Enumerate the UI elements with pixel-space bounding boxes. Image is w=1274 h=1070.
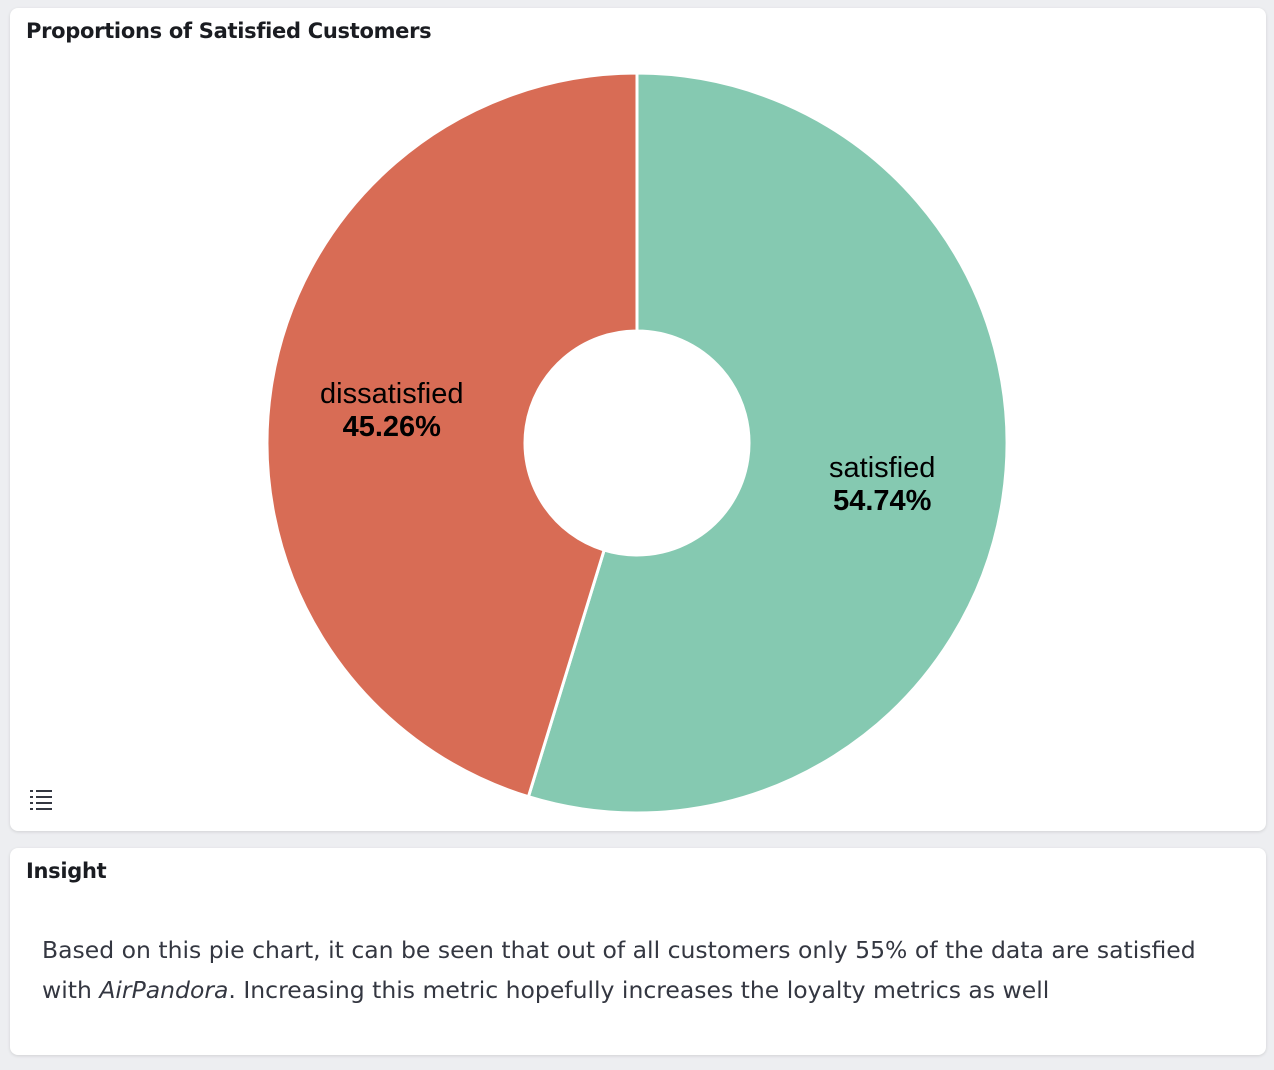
insight-text-before: Based on this pie chart, it can be seen … xyxy=(42,936,1196,1004)
insight-panel: Insight Based on this pie chart, it can … xyxy=(10,848,1266,1055)
chart-panel: satisfied 54.74% dissatisfied 45.26% Propor… xyxy=(10,8,1266,831)
list-icon xyxy=(30,790,52,810)
slice-label-dissatisfied: dissatisfied xyxy=(320,378,463,410)
pie-slice-dissatisfied[interactable] xyxy=(265,71,639,799)
slice-label-satisfied: satisfied xyxy=(829,452,935,484)
insight-text: Based on this pie chart, it can be seen … xyxy=(42,930,1242,1010)
slice-percent-satisfied: 54.74% xyxy=(833,485,932,517)
slice-percent-dissatisfied: 45.26% xyxy=(343,411,442,443)
legend-toggle-button[interactable] xyxy=(28,786,56,812)
pie-slice-satisfied[interactable] xyxy=(526,71,1009,815)
insight-text-after: . Increasing this metric hopefully incre… xyxy=(228,976,1050,1004)
chart-title: Proportions of Satisfied Customers xyxy=(26,19,432,43)
insight-title: Insight xyxy=(26,859,107,883)
insight-text-emphasis: AirPandora xyxy=(99,976,229,1004)
